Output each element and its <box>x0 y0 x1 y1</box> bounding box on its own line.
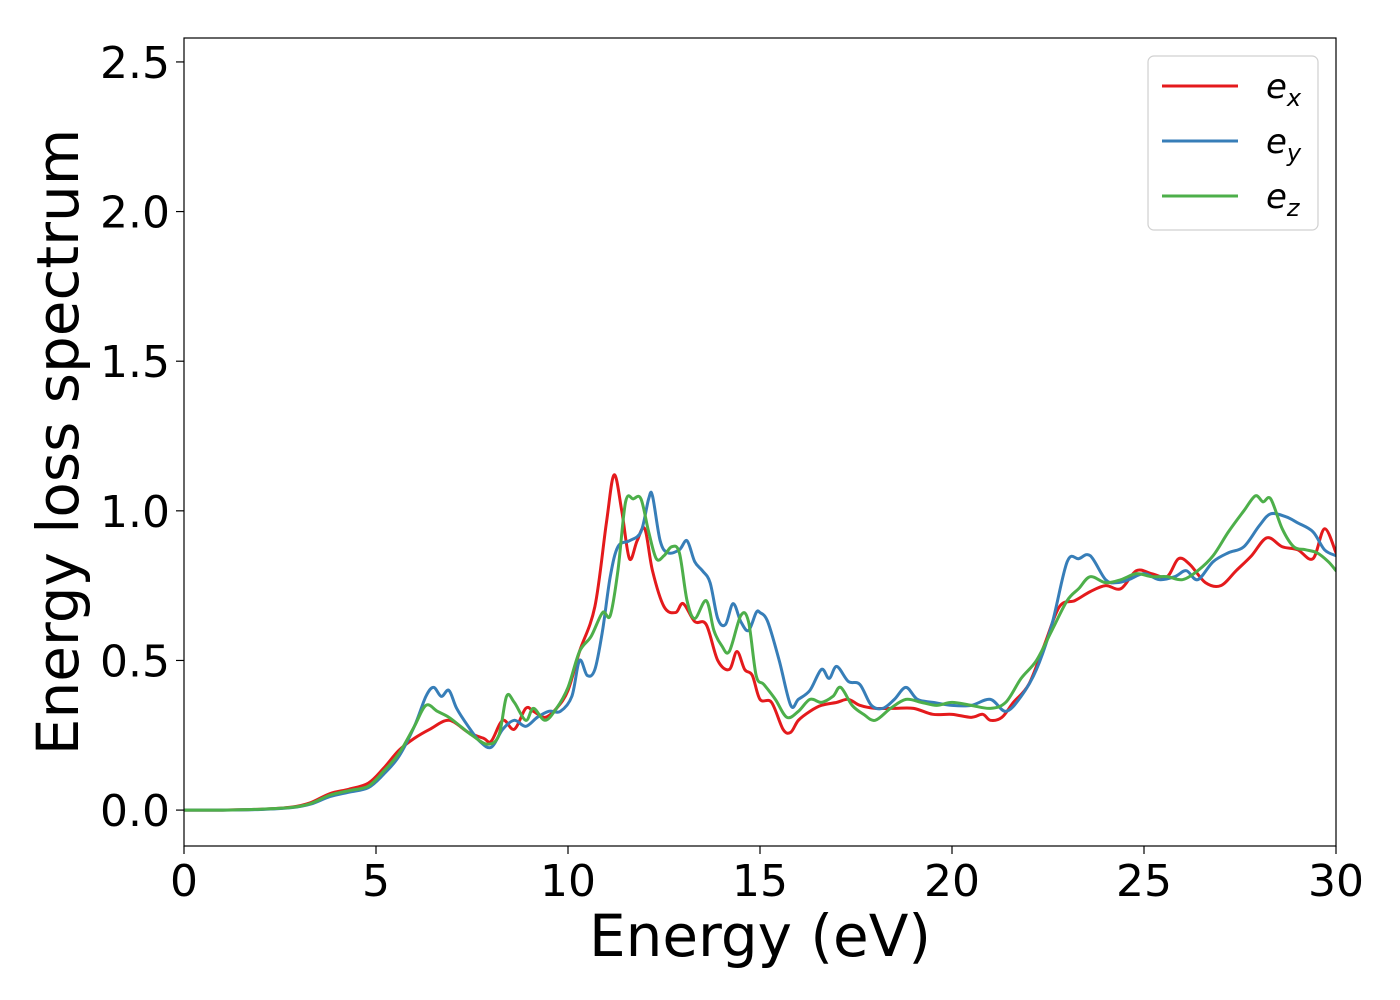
legend-box <box>1147 55 1319 231</box>
x-tick-label: 20 <box>924 856 980 907</box>
y-tick-label: 0.0 <box>100 786 170 837</box>
x-tick-label: 25 <box>1116 856 1172 907</box>
series-line-y <box>184 490 1336 812</box>
x-tick-label: 15 <box>732 856 788 907</box>
x-tick-label: 5 <box>362 856 390 907</box>
legend-label-subscript: x <box>1286 84 1302 112</box>
x-tick-label: 30 <box>1308 856 1364 907</box>
x-axis-label: Energy (eV) <box>589 902 931 970</box>
series-layer <box>184 473 1336 812</box>
y-axis-ticks: 0.0 0.5 1.0 1.5 2.0 2.5 <box>100 38 184 837</box>
x-tick-label: 10 <box>540 856 596 907</box>
x-axis-ticks: 0 5 10 15 20 25 30 <box>170 846 1364 907</box>
y-tick-label: 1.5 <box>100 337 170 388</box>
legend-label-z: ez <box>1266 177 1301 222</box>
legend-label-subscript: y <box>1286 139 1302 167</box>
series-line-x <box>184 473 1336 812</box>
y-tick-label: 2.5 <box>100 38 170 89</box>
y-axis-label: Energy loss spectrum <box>24 129 92 755</box>
x-tick-label: 0 <box>170 856 198 907</box>
y-tick-label: 2.0 <box>100 188 170 239</box>
y-tick-label: 1.0 <box>100 487 170 538</box>
legend-label-subscript: z <box>1286 194 1301 222</box>
y-tick-label: 0.5 <box>100 636 170 687</box>
series-line-z <box>184 494 1336 812</box>
